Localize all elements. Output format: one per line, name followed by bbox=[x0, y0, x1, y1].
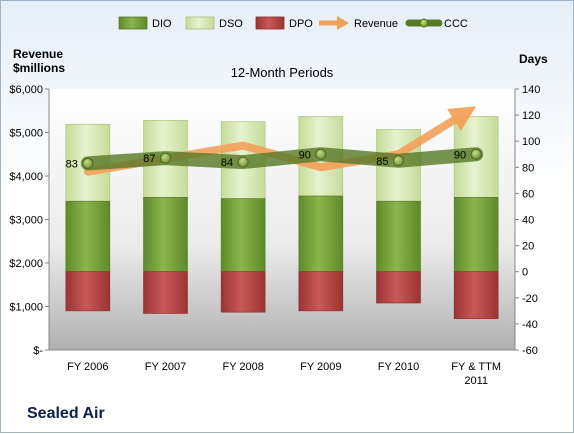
right-axis-ticks: -60 -40 -20 0 20 40 60 80 100 120 140 bbox=[515, 84, 540, 357]
dio-bar bbox=[453, 197, 499, 273]
ccc-marker bbox=[315, 148, 327, 160]
legend-label-dpo: DPO bbox=[289, 18, 313, 30]
right-tick-label: 40 bbox=[522, 215, 534, 227]
ccc-marker bbox=[160, 152, 171, 164]
legend-label-dio: DIO bbox=[152, 18, 172, 30]
ccc-marker bbox=[470, 148, 482, 160]
x-tick-label: FY 2007 bbox=[145, 361, 186, 373]
dpo-bar bbox=[453, 271, 499, 319]
right-tick-label: 60 bbox=[522, 188, 534, 200]
chart-title: 12-Month Periods bbox=[231, 65, 334, 80]
right-tick-label: -20 bbox=[522, 293, 538, 305]
revenue-arrowhead bbox=[447, 106, 477, 132]
ccc-marker bbox=[393, 155, 404, 167]
right-tick-label: 0 bbox=[522, 267, 528, 279]
left-axis-ticks: $- $1,000 $2,000 $3,000 $4,000 $5,000 $6,000 bbox=[9, 84, 49, 357]
ccc-data-label: 90 bbox=[299, 149, 311, 161]
ccc-data-label: 83 bbox=[66, 158, 78, 170]
right-tick-label: 100 bbox=[522, 136, 540, 148]
dpo-bar bbox=[220, 271, 266, 313]
legend-label-revenue: Revenue bbox=[354, 18, 398, 30]
legend-label-dso: DSO bbox=[219, 18, 243, 30]
x-tick-label: FY 2006 bbox=[67, 361, 108, 373]
company-name: Sealed Air bbox=[27, 405, 105, 422]
left-tick-label: $2,000 bbox=[9, 258, 43, 270]
dpo-bar bbox=[143, 271, 188, 314]
x-tick-label: FY 2010 bbox=[378, 361, 419, 373]
legend: DIO DSO DPO Revenue CCC bbox=[118, 16, 468, 30]
right-tick-label: -60 bbox=[522, 345, 538, 357]
left-tick-label: $4,000 bbox=[9, 171, 43, 183]
dpo-bar bbox=[376, 271, 421, 304]
left-tick-label: $- bbox=[33, 345, 43, 357]
legend-swatch-dio bbox=[118, 16, 148, 30]
dio-bar bbox=[65, 200, 111, 272]
legend-ccc-marker bbox=[419, 18, 429, 28]
x-tick-label: FY 2008 bbox=[222, 361, 263, 373]
left-tick-label: $1,000 bbox=[9, 302, 43, 314]
dpo-bar bbox=[65, 271, 111, 312]
dio-bar bbox=[376, 200, 421, 272]
ccc-line bbox=[80, 147, 484, 171]
right-tick-label: 20 bbox=[522, 241, 534, 253]
left-tick-label: $5,000 bbox=[9, 128, 43, 140]
left-tick-label: $6,000 bbox=[9, 84, 43, 96]
left-tick-label: $3,000 bbox=[9, 215, 43, 227]
ccc-data-label: 87 bbox=[143, 153, 155, 165]
left-axis-label-line1: Revenue bbox=[13, 47, 63, 61]
dpo-bar bbox=[298, 271, 344, 312]
dio-bar bbox=[220, 198, 266, 272]
legend-label-ccc: CCC bbox=[444, 18, 468, 30]
ccc-series: 83 87 84 90 85 90 bbox=[66, 147, 484, 171]
legend-revenue-arrowhead bbox=[337, 16, 349, 30]
x-tick-label: FY 2009 bbox=[300, 361, 341, 373]
dio-bar bbox=[143, 197, 188, 273]
x-tick-label: FY & TTM 2011 bbox=[451, 361, 501, 387]
ccc-marker bbox=[237, 156, 249, 168]
right-axis-label: Days bbox=[519, 52, 548, 66]
left-axis-label-line2: $millions bbox=[13, 61, 65, 75]
right-tick-label: 120 bbox=[522, 110, 540, 122]
ccc-data-label: 90 bbox=[454, 149, 466, 161]
ccc-data-label: 84 bbox=[221, 157, 233, 169]
x-axis-labels: FY 2006 FY 2007 FY 2008 FY 2009 FY 2010 FY & … bbox=[67, 361, 501, 387]
dio-bar bbox=[298, 195, 344, 272]
legend-swatch-dpo bbox=[255, 16, 285, 30]
right-tick-label: -40 bbox=[522, 319, 538, 331]
right-tick-label: 80 bbox=[522, 162, 534, 174]
ccc-marker bbox=[82, 157, 94, 169]
right-tick-label: 140 bbox=[522, 84, 540, 96]
legend-swatch-dso bbox=[185, 16, 215, 30]
ccc-data-label: 85 bbox=[376, 156, 388, 168]
